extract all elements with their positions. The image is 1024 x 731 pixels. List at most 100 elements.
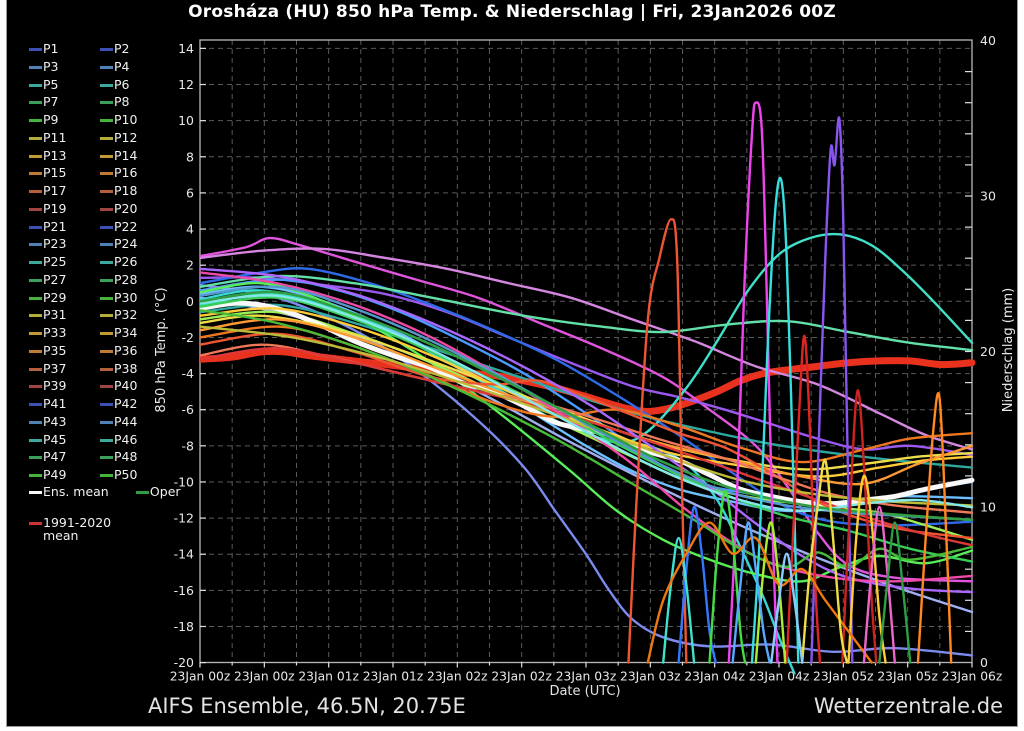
x-tick-label: 23Jan 01z bbox=[363, 670, 424, 684]
legend-item-p9: P9 bbox=[29, 109, 59, 127]
x-tick-label: 23Jan 06z bbox=[942, 670, 1003, 684]
legend-member-label: P1 bbox=[43, 41, 59, 56]
legend-member-label: P9 bbox=[43, 112, 59, 127]
legend-item-p41: P41 bbox=[29, 393, 66, 411]
y-right-tick-label: 20 bbox=[980, 344, 996, 359]
legend-swatch bbox=[29, 332, 42, 335]
legend-swatch bbox=[100, 385, 113, 389]
y-left-tick-label: 10 bbox=[178, 113, 194, 128]
legend-item-p25: P25 bbox=[29, 251, 66, 269]
ens-mean-label: Ens. mean bbox=[43, 484, 109, 499]
ensemble-member-precip-line bbox=[847, 474, 887, 664]
legend-member-label: P39 bbox=[43, 378, 67, 394]
y-left-tick-label: -14 bbox=[174, 547, 194, 562]
legend-member-label: P30 bbox=[114, 289, 138, 305]
x-tick-label: 23Jan 02z bbox=[427, 670, 488, 684]
y-left-tick-label: -16 bbox=[174, 583, 194, 598]
legend-member-label: P10 bbox=[114, 112, 138, 127]
legend-member-label: P3 bbox=[43, 58, 59, 74]
ensemble-member-temp-line bbox=[200, 274, 974, 352]
legend-item-p12: P12 bbox=[100, 127, 137, 145]
chart-title: Orosháza (HU) 850 hPa Temp. & Niederschl… bbox=[188, 2, 836, 22]
legend-swatch bbox=[100, 420, 113, 424]
x-tick-label: 23Jan 01z bbox=[298, 670, 359, 684]
legend-swatch bbox=[100, 403, 113, 406]
legend-item-p13: P13 bbox=[29, 145, 66, 163]
legend-swatch bbox=[29, 314, 42, 318]
legend-swatch bbox=[29, 65, 42, 69]
y-left-tick-label: 14 bbox=[178, 41, 194, 56]
legend-swatch bbox=[29, 190, 42, 193]
y-left-tick-label: 0 bbox=[186, 294, 194, 309]
legend-item-p45: P45 bbox=[29, 429, 66, 447]
legend-item-p32: P32 bbox=[100, 304, 137, 322]
legend-swatch bbox=[100, 225, 113, 229]
legend-member-label: P50 bbox=[114, 467, 138, 482]
ensemble-member-precip-line bbox=[800, 458, 849, 664]
legend-item-p37: P37 bbox=[29, 358, 66, 376]
y-left-tick-label: -18 bbox=[174, 619, 194, 634]
legend-swatch bbox=[100, 101, 113, 105]
y-right-tick-label: 30 bbox=[980, 189, 996, 204]
ensemble-member-temp-line bbox=[200, 347, 974, 547]
y-left-tick-label: -10 bbox=[174, 474, 194, 489]
legend-item-p15: P15 bbox=[29, 162, 66, 180]
legend-member-label: P16 bbox=[114, 165, 138, 181]
clim-mean-label-line2: mean bbox=[43, 528, 79, 543]
ensemble-member-precip-line bbox=[662, 536, 696, 664]
legend-swatch bbox=[100, 172, 113, 176]
clim-mean-label-line1: 1991-2020 bbox=[43, 515, 112, 530]
legend-swatch bbox=[29, 278, 42, 282]
legend-item-p30: P30 bbox=[100, 287, 138, 305]
oper-swatch bbox=[135, 491, 149, 494]
legend-swatch bbox=[29, 349, 42, 353]
x-tick-label: 23Jan 02z bbox=[491, 670, 552, 684]
ens-mean-swatch bbox=[29, 491, 42, 494]
ensemble-member-precip-line bbox=[750, 176, 800, 664]
legend-swatch bbox=[100, 349, 113, 353]
legend-swatch bbox=[100, 190, 113, 193]
legend-member-label: P44 bbox=[114, 413, 138, 429]
legend-member-label: P40 bbox=[114, 378, 138, 394]
legend-member-label: P11 bbox=[43, 129, 67, 145]
legend-member-label: P26 bbox=[114, 254, 138, 269]
ensemble-member-precip-line bbox=[916, 391, 953, 664]
legend-swatch bbox=[29, 261, 42, 264]
legend-item-p34: P34 bbox=[100, 322, 137, 340]
legend-member-label: P36 bbox=[114, 342, 138, 358]
legend-item-p23: P23 bbox=[29, 233, 66, 251]
legend-item-p3: P3 bbox=[29, 56, 59, 74]
legend-member-label: P38 bbox=[114, 360, 138, 376]
legend-member-label: P47 bbox=[43, 449, 67, 465]
ensemble-member-temp-line bbox=[200, 271, 974, 583]
legend-swatch bbox=[29, 225, 42, 229]
legend-swatch bbox=[29, 101, 42, 105]
y-right-tick-label: 10 bbox=[980, 500, 996, 515]
oper-label: Oper bbox=[149, 484, 181, 499]
x-tick-label: 23Jan 03z bbox=[556, 670, 617, 684]
legend-member-label: P35 bbox=[43, 342, 67, 358]
y-left-tick-label: -2 bbox=[182, 330, 194, 345]
legend-swatch bbox=[29, 136, 42, 140]
legend-item-p42: P42 bbox=[100, 393, 138, 411]
legend-member-label: P7 bbox=[43, 94, 59, 110]
legend-item-p43: P43 bbox=[29, 411, 66, 429]
legend-swatch bbox=[100, 332, 113, 335]
y-left-tick-label: -20 bbox=[174, 655, 194, 670]
legend-swatch bbox=[29, 438, 42, 442]
legend-item-p17: P17 bbox=[29, 180, 66, 198]
ensemble-member-precip-line bbox=[727, 101, 779, 664]
legend-swatch bbox=[29, 172, 42, 176]
legend-swatch bbox=[100, 367, 113, 371]
ensemble-member-temp-line bbox=[200, 267, 974, 527]
legend-member-label: P42 bbox=[114, 396, 138, 411]
legend-item-p47: P47 bbox=[29, 446, 67, 465]
legend-member-label: P29 bbox=[43, 289, 67, 305]
y-left-tick-label: -8 bbox=[182, 438, 195, 453]
ensemble-member-precip-line bbox=[627, 218, 688, 664]
ensemble-member-temp-line bbox=[200, 247, 974, 451]
legend-member-label: P21 bbox=[43, 218, 67, 234]
legend-swatch bbox=[29, 119, 42, 122]
legend-member-label: P33 bbox=[43, 325, 67, 340]
ensemble-member-precip-line bbox=[841, 389, 878, 664]
